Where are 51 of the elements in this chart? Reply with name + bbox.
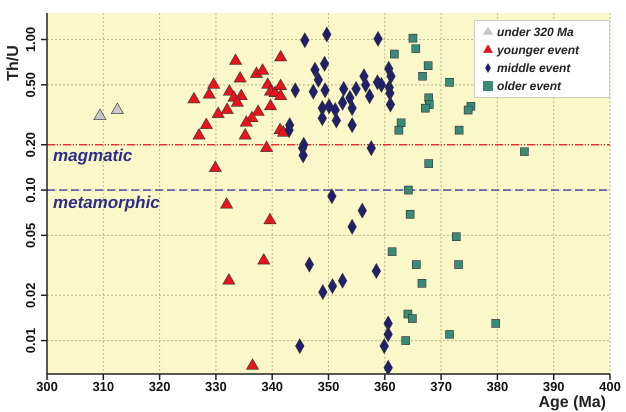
x-tick-label: 330 bbox=[205, 379, 227, 394]
x-tick-label: 340 bbox=[261, 379, 284, 394]
point bbox=[412, 260, 421, 269]
point bbox=[424, 159, 434, 168]
point bbox=[445, 330, 454, 339]
x-tick-label: 390 bbox=[542, 379, 565, 394]
x-axis-title: Age (Ma) bbox=[538, 394, 606, 411]
point bbox=[464, 106, 472, 114]
point bbox=[246, 358, 259, 370]
point bbox=[408, 34, 418, 43]
y-tick-label: 0.50 bbox=[23, 72, 38, 98]
y-axis-title: Th/U bbox=[5, 45, 22, 81]
point bbox=[418, 279, 426, 288]
y-tick-label: 0.10 bbox=[23, 177, 38, 203]
point bbox=[520, 147, 529, 156]
y-tick-label: 0.20 bbox=[23, 132, 38, 158]
point bbox=[394, 126, 404, 134]
ref-line-label: magmatic bbox=[53, 146, 133, 165]
point bbox=[406, 210, 414, 219]
legend-label: middle event bbox=[497, 61, 570, 75]
x-tick-label: 350 bbox=[318, 379, 340, 394]
y-tick-label: 1.00 bbox=[23, 26, 38, 52]
point bbox=[452, 232, 461, 241]
x-tick-label: 300 bbox=[36, 379, 58, 394]
x-tick-label: 370 bbox=[430, 379, 452, 394]
point bbox=[411, 44, 420, 53]
point bbox=[445, 78, 454, 87]
y-tick-label: 0.02 bbox=[23, 282, 38, 308]
legend-label: younger event bbox=[497, 43, 580, 57]
point bbox=[421, 104, 430, 112]
x-tick-label: 380 bbox=[486, 379, 508, 394]
ref-line-label: metamorphic bbox=[53, 193, 160, 212]
point bbox=[388, 247, 396, 256]
x-tick-label: 360 bbox=[374, 379, 396, 394]
point bbox=[491, 319, 500, 328]
legend-label: older event bbox=[497, 79, 562, 93]
point bbox=[408, 314, 417, 323]
y-tick-label: 0.05 bbox=[23, 222, 38, 248]
point bbox=[390, 50, 399, 58]
point bbox=[404, 186, 413, 194]
point bbox=[424, 61, 432, 70]
point bbox=[401, 336, 410, 345]
point bbox=[454, 260, 463, 269]
x-tick-label: 320 bbox=[148, 379, 170, 394]
point bbox=[418, 72, 427, 81]
y-tick-label: 0.01 bbox=[23, 328, 38, 354]
x-tick-label: 400 bbox=[599, 379, 621, 394]
x-tick-label: 310 bbox=[92, 379, 114, 394]
point bbox=[454, 126, 464, 134]
legend-label: under 320 Ma bbox=[497, 25, 574, 39]
point bbox=[396, 118, 406, 128]
